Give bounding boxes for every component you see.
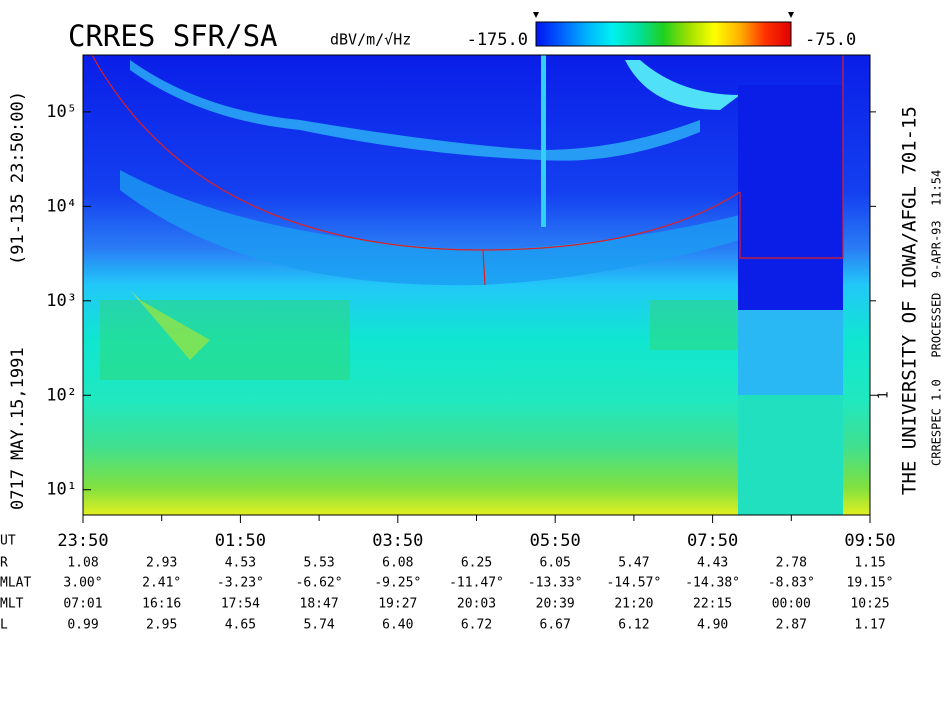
ephemeris-value: 6.12 bbox=[618, 618, 649, 633]
ephemeris-value: 4.90 bbox=[697, 618, 728, 633]
ephemeris-value: 6.08 bbox=[382, 556, 413, 571]
colorbar-tick bbox=[788, 12, 794, 18]
ephemeris-value: 19.15° bbox=[847, 576, 894, 591]
ephemeris-value: -8.83° bbox=[768, 576, 815, 591]
ephemeris-row-label: UT bbox=[0, 534, 16, 549]
ephemeris-value: 07:01 bbox=[63, 597, 102, 612]
x-tick-label: 05:50 bbox=[530, 531, 581, 551]
ephemeris-value: 1.15 bbox=[854, 556, 885, 571]
ephemeris-value: 18:47 bbox=[300, 597, 339, 612]
left-label: (91-135 23:50:00) bbox=[8, 91, 28, 265]
ephemeris-value: 4.43 bbox=[697, 556, 728, 571]
ephemeris-value: 22:15 bbox=[693, 597, 732, 612]
ephemeris-value: 5.47 bbox=[618, 556, 649, 571]
ephemeris-value: 00:00 bbox=[772, 597, 811, 612]
ephemeris-value: 3.00° bbox=[63, 576, 102, 591]
ephemeris-value: 19:27 bbox=[378, 597, 417, 612]
x-tick-label: 03:50 bbox=[372, 531, 423, 551]
ephemeris-value: 2.41° bbox=[142, 576, 181, 591]
ephemeris-value: 21:20 bbox=[614, 597, 653, 612]
ephemeris-row-label: MLT bbox=[0, 597, 24, 612]
ephemeris-value: 6.25 bbox=[461, 556, 492, 571]
ephemeris-value: 4.65 bbox=[225, 618, 256, 633]
ephemeris-value: 16:16 bbox=[142, 597, 181, 612]
ephemeris-value: 17:54 bbox=[221, 597, 260, 612]
colorbar-tick bbox=[533, 12, 539, 18]
colorbar bbox=[535, 21, 792, 47]
ephemeris-value: -3.23° bbox=[217, 576, 264, 591]
ephemeris-value: -9.25° bbox=[374, 576, 421, 591]
y-tick-label: 10¹ bbox=[46, 480, 77, 500]
spectrogram-image bbox=[83, 54, 870, 515]
y-tick-label: 10⁵ bbox=[46, 102, 77, 122]
ephemeris-value: 1.17 bbox=[854, 618, 885, 633]
x-tick-label: 09:50 bbox=[844, 531, 895, 551]
institution-label: THE UNIVERSITY OF IOWA/AFGL 701-15 bbox=[899, 106, 921, 495]
ephemeris-value: 2.95 bbox=[146, 618, 177, 633]
colorbar-unit: dBV/m/√Hz bbox=[330, 31, 411, 49]
ephemeris-value: 20:39 bbox=[536, 597, 575, 612]
x-tick-label: 01:50 bbox=[215, 531, 266, 551]
ephemeris-value: 6.05 bbox=[540, 556, 571, 571]
ephemeris-value: -11.47° bbox=[449, 576, 504, 591]
left-label: MAY.15,1991 bbox=[8, 347, 28, 460]
x-tick-label: 07:50 bbox=[687, 531, 738, 551]
y-tick-label: 10⁴ bbox=[46, 196, 77, 216]
colorbar-label: -75.0 bbox=[805, 30, 856, 50]
left-label: 0717 bbox=[8, 469, 28, 510]
ephemeris-value: 5.74 bbox=[303, 618, 334, 633]
ephemeris-value: 2.93 bbox=[146, 556, 177, 571]
chart-title: CRRES SFR/SA bbox=[68, 19, 278, 53]
ephemeris-value: 6.72 bbox=[461, 618, 492, 633]
ephemeris-value: 10:25 bbox=[850, 597, 889, 612]
x-tick-label: 23:50 bbox=[57, 531, 108, 551]
ephemeris-value: -14.57° bbox=[607, 576, 662, 591]
ephemeris-value: 6.67 bbox=[540, 618, 571, 633]
ephemeris-value: -14.38° bbox=[685, 576, 740, 591]
y2-tick-label: 1 bbox=[877, 391, 892, 399]
ephemeris-value: 6.40 bbox=[382, 618, 413, 633]
ephemeris-value: -13.33° bbox=[528, 576, 583, 591]
ephemeris-row-label: MLAT bbox=[0, 576, 31, 591]
ephemeris-value: 1.08 bbox=[67, 556, 98, 571]
ephemeris-value: 5.53 bbox=[303, 556, 334, 571]
ephemeris-value: 2.78 bbox=[776, 556, 807, 571]
ephemeris-value: -6.62° bbox=[296, 576, 343, 591]
ephemeris-value: 0.99 bbox=[67, 618, 98, 633]
ephemeris-value: 20:03 bbox=[457, 597, 496, 612]
colorbar-label: -175.0 bbox=[467, 30, 528, 50]
y-tick-label: 10³ bbox=[46, 291, 77, 311]
ephemeris-value: 4.53 bbox=[225, 556, 256, 571]
processing-label: CRRESPEC 1.0 PROCESSED 9-APR-93 11:54 bbox=[930, 170, 944, 466]
y-tick-label: 10² bbox=[46, 385, 77, 405]
ephemeris-value: 2.87 bbox=[776, 618, 807, 633]
ephemeris-row-label: R bbox=[0, 556, 8, 571]
ephemeris-row-label: L bbox=[0, 618, 8, 633]
